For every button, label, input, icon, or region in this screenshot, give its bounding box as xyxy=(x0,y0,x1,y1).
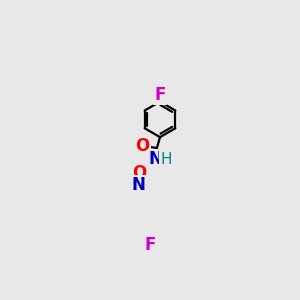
Text: F: F xyxy=(154,86,166,104)
Text: O: O xyxy=(133,164,147,181)
Text: H: H xyxy=(160,152,172,167)
Text: O: O xyxy=(135,137,150,155)
Text: F: F xyxy=(144,236,156,254)
Text: N: N xyxy=(131,176,145,194)
Text: N: N xyxy=(148,151,162,169)
